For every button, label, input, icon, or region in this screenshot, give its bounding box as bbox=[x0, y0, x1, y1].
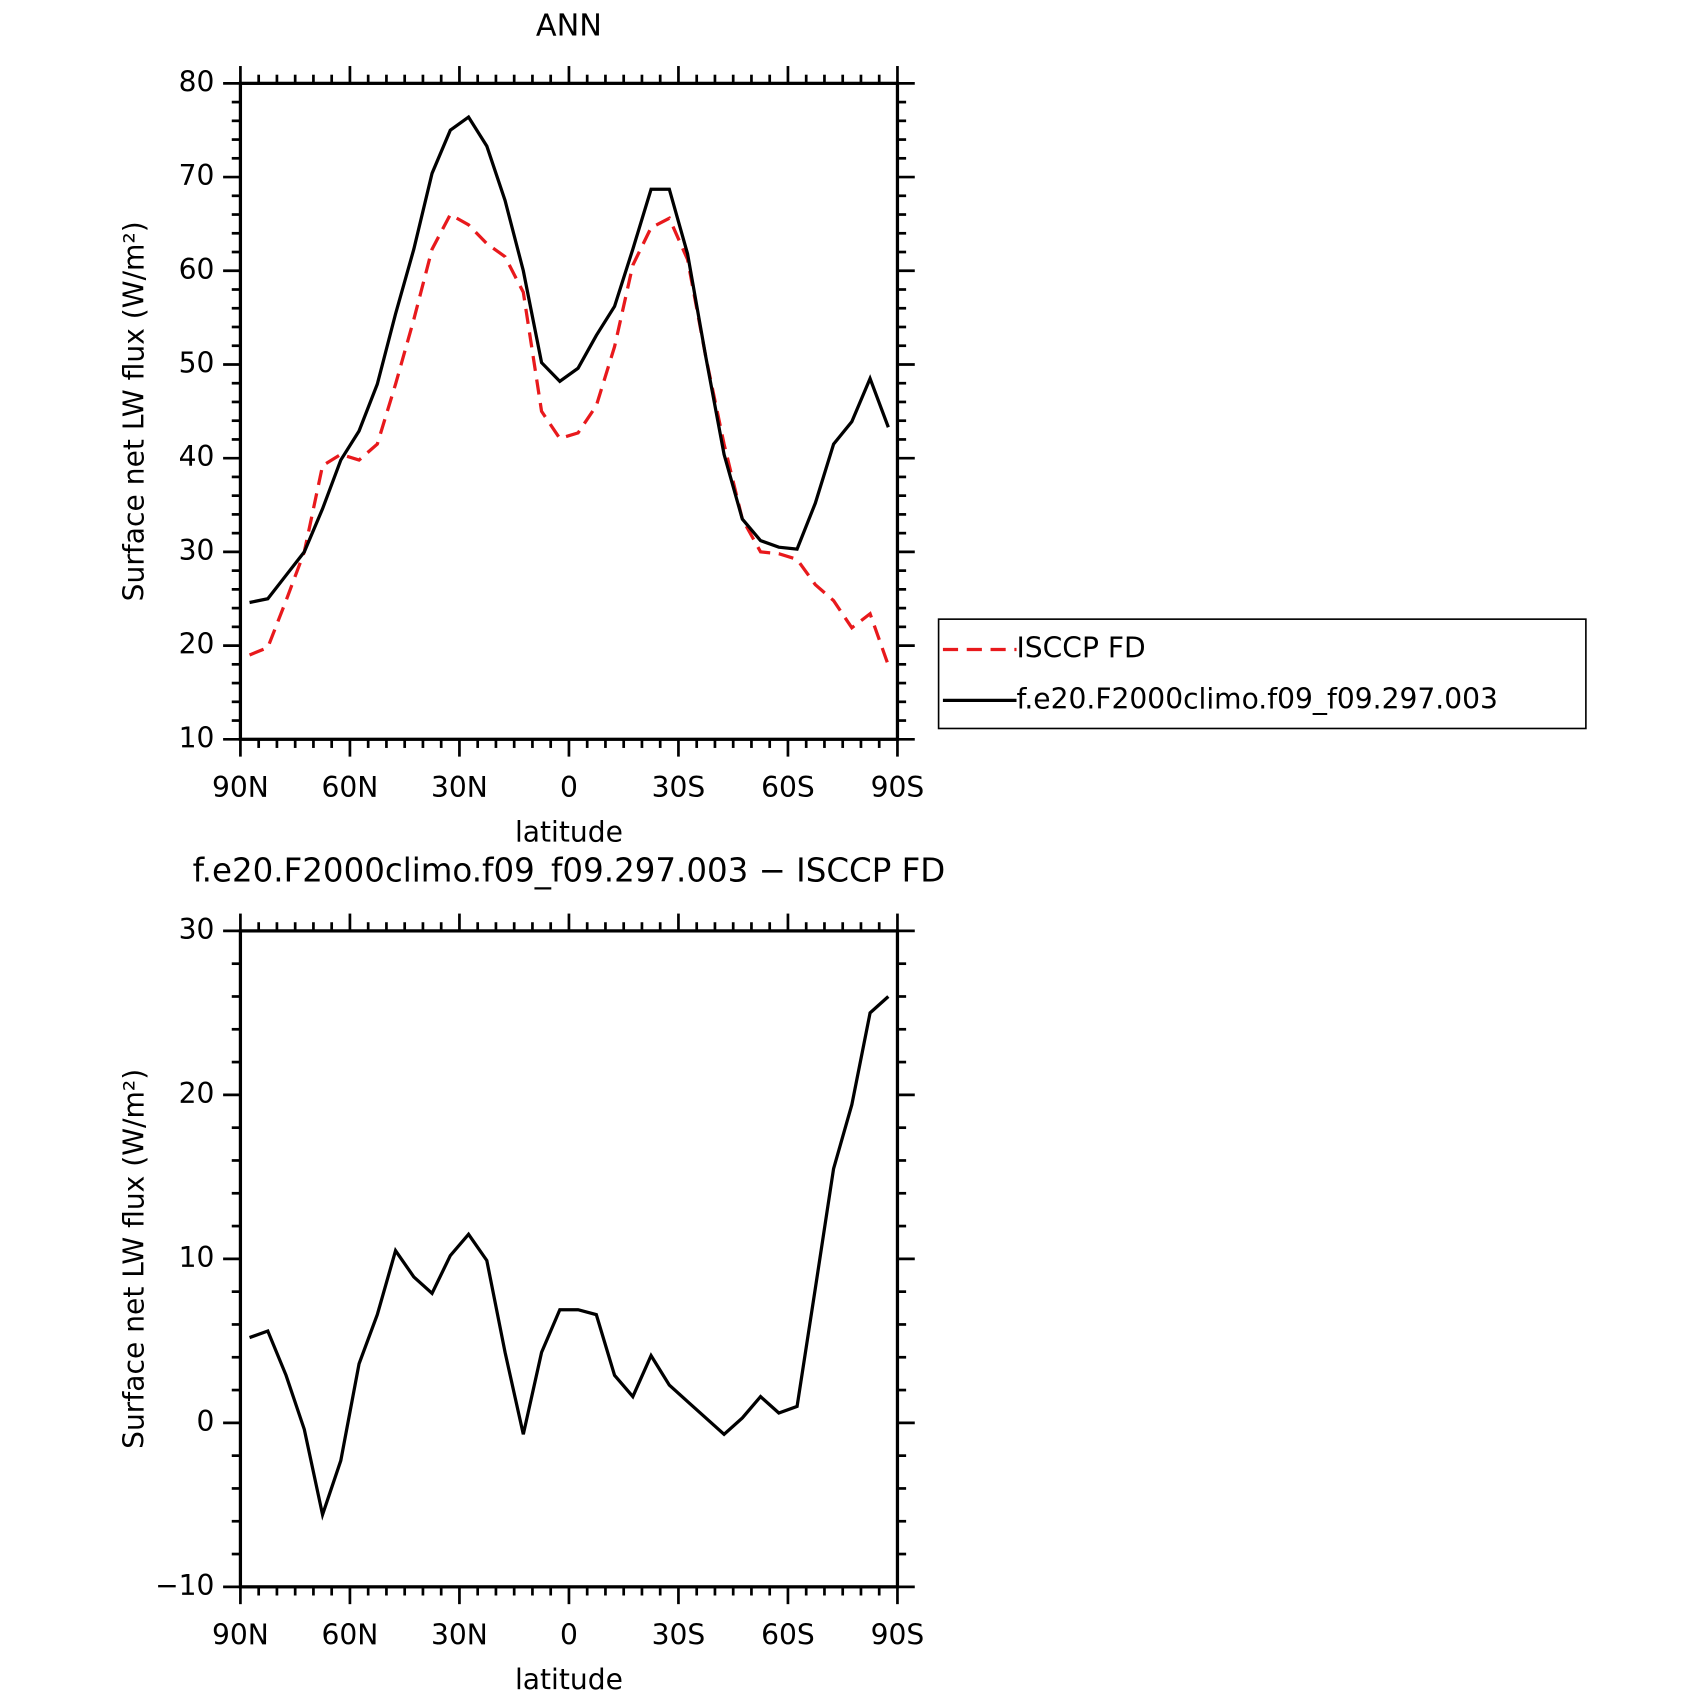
y-tick-label: 20 bbox=[179, 628, 215, 661]
y-tick-label: 60 bbox=[179, 253, 215, 286]
x-tick-label: 0 bbox=[560, 771, 578, 804]
legend: ISCCP FD f.e20.F2000climo.f09_f09.297.003 bbox=[937, 618, 1587, 730]
x-tick-label: 30S bbox=[652, 771, 706, 804]
plot-frame bbox=[238, 81, 900, 741]
x-tick-label: 90N bbox=[212, 771, 269, 804]
x-tick-label: 30N bbox=[431, 771, 488, 804]
y-tick-label: 30 bbox=[179, 913, 215, 946]
x-axis-label: latitude bbox=[515, 815, 623, 848]
x-tick-label: 90S bbox=[871, 771, 925, 804]
y-tick-label: 50 bbox=[179, 346, 215, 379]
x-tick-label: 60N bbox=[322, 771, 379, 804]
y-tick-label: 10 bbox=[179, 721, 215, 754]
y-tick-label: 40 bbox=[179, 440, 215, 473]
axes bbox=[223, 913, 915, 1605]
legend-label: ISCCP FD bbox=[1017, 631, 1146, 664]
plot-frame bbox=[238, 929, 900, 1589]
y-tick-label: 20 bbox=[179, 1077, 215, 1110]
legend-box bbox=[937, 618, 1587, 730]
x-tick-label: 90N bbox=[212, 1619, 269, 1652]
x-tick-label: 0 bbox=[560, 1619, 578, 1652]
legend-label: f.e20.F2000climo.f09_f09.297.003 bbox=[1017, 682, 1498, 715]
y-tick-label: 80 bbox=[179, 65, 215, 98]
y-tick-label: 10 bbox=[179, 1241, 215, 1274]
chart-title: f.e20.F2000climo.f09_f09.297.003 − ISCCP… bbox=[193, 851, 946, 889]
x-axis-label: latitude bbox=[515, 1663, 623, 1694]
data-line bbox=[248, 212, 890, 666]
y-axis-label: Surface net LW flux (W/m²) bbox=[117, 1069, 150, 1449]
y-tick-label: 0 bbox=[197, 1405, 215, 1438]
x-tick-label: 60S bbox=[761, 1619, 815, 1652]
x-tick-label: 60N bbox=[322, 1619, 379, 1652]
y-tick-label: 30 bbox=[179, 534, 215, 567]
axes bbox=[223, 66, 915, 757]
x-tick-label: 30N bbox=[431, 1619, 488, 1652]
y-tick-label: 70 bbox=[179, 159, 215, 192]
x-tick-label: 30S bbox=[652, 1619, 706, 1652]
chart-title: ANN bbox=[536, 9, 602, 44]
x-tick-label: 60S bbox=[761, 771, 815, 804]
y-tick-label: −10 bbox=[155, 1569, 214, 1602]
x-tick-label: 90S bbox=[871, 1619, 925, 1652]
data-line bbox=[249, 114, 890, 605]
data-line bbox=[248, 995, 890, 1521]
y-axis-label: Surface net LW flux (W/m²) bbox=[117, 221, 150, 601]
